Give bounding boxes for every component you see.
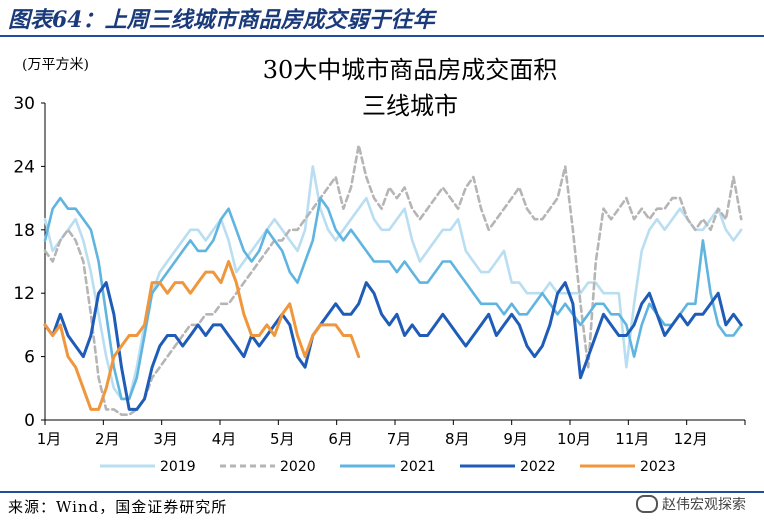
x-tick-label: 8月	[445, 430, 470, 448]
unit-label: (万平方米)	[22, 57, 89, 73]
figure-title: 图表64：上周三线城市商品房成交弱于往年	[8, 7, 435, 33]
x-tick-label: 3月	[153, 430, 178, 448]
chart-subtitle: 三线城市	[362, 92, 458, 120]
chart-title: 30大中城市商品房成交面积	[262, 56, 558, 84]
footer-rule	[0, 491, 764, 493]
x-tick-label: 10月	[557, 430, 591, 448]
watermark: 赵伟宏观探索	[636, 494, 746, 514]
y-tick-label: 0	[24, 411, 35, 431]
x-tick-label: 6月	[328, 430, 353, 448]
wechat-icon	[636, 495, 658, 513]
legend-label-2021: 2021	[400, 459, 436, 475]
legend-label-2023: 2023	[640, 459, 676, 475]
y-tick-label: 24	[13, 157, 35, 177]
x-tick-label: 11月	[615, 430, 649, 448]
chart-axes: 0 6 12 18 24 30 1月 2月 3月 4月 5月 6月 7月 8月 9月 10月 11月 12月	[13, 94, 746, 448]
y-tick-label: 12	[13, 284, 35, 304]
series-line-2022	[43, 281, 743, 411]
x-tick-label: 2月	[95, 430, 120, 448]
x-tick-label: 7月	[387, 430, 412, 448]
legend-label-2022: 2022	[520, 459, 556, 475]
y-tick-label: 18	[13, 221, 35, 241]
header-rule	[0, 35, 764, 37]
y-tick-label: 6	[24, 348, 35, 368]
legend-label-2020: 2020	[280, 459, 316, 475]
x-tick-label: 9月	[503, 430, 528, 448]
legend-label-2019: 2019	[160, 459, 196, 475]
chart-lines	[43, 144, 743, 417]
x-tick-label: 4月	[212, 430, 237, 448]
x-tick-label: 1月	[37, 430, 62, 448]
series-line-2023	[43, 260, 361, 411]
series-line-2019	[43, 165, 743, 401]
chart-legend: 2019 2020 2021 2022 2023	[100, 459, 676, 475]
y-tick-label: 30	[13, 94, 35, 114]
x-tick-label: 5月	[270, 430, 295, 448]
series-line-2020	[43, 144, 743, 417]
watermark-text: 赵伟宏观探索	[662, 497, 746, 513]
series-line-2021	[43, 196, 743, 401]
source-note: 来源：Wind，国金证券研究所	[8, 498, 228, 516]
x-tick-label: 12月	[674, 430, 708, 448]
